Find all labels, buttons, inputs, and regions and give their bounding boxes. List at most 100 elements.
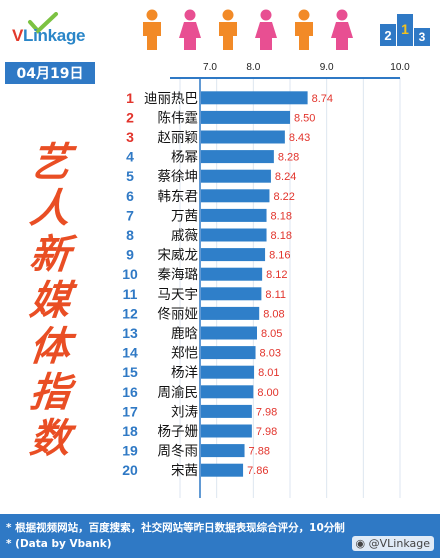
score-bar	[201, 208, 267, 222]
rank-number: 5	[126, 168, 134, 184]
weibo-icon: ◉	[355, 537, 369, 550]
rank-number: 4	[126, 149, 134, 165]
score-label: 7.98	[256, 426, 277, 438]
score-bar	[201, 287, 262, 301]
rank-number: 2	[126, 109, 134, 125]
people-icons	[143, 9, 353, 50]
score-label: 8.18	[271, 230, 292, 242]
brand-rest: Linkage	[23, 26, 86, 45]
person-male-icon	[219, 9, 237, 50]
x-tick-label: 8.0	[246, 62, 260, 73]
artist-name: 周冬雨	[158, 444, 199, 460]
score-bar	[201, 385, 254, 399]
score-bar	[201, 424, 252, 438]
artist-name: 杨幂	[171, 150, 198, 166]
score-bar	[201, 110, 290, 124]
weibo-handle[interactable]: ◉ @VLinkage	[351, 536, 434, 551]
score-label: 8.22	[273, 191, 294, 203]
score-bar	[201, 91, 308, 105]
rank-number: 14	[122, 345, 138, 361]
artist-name: 宋威龙	[158, 248, 199, 264]
score-bar	[201, 306, 260, 320]
artist-name: 迪丽热巴	[144, 91, 198, 107]
x-tick-label: 10.0	[390, 62, 410, 73]
score-label: 8.05	[261, 328, 282, 340]
artist-name: 戚薇	[171, 228, 198, 244]
brand-logo	[12, 12, 112, 52]
check-logo-icon	[28, 12, 58, 34]
artist-name: 秦海璐	[158, 267, 199, 283]
rank-number: 6	[126, 188, 134, 204]
artist-name: 马天宇	[158, 287, 199, 303]
artist-name: 杨洋	[171, 365, 198, 381]
score-label: 8.43	[289, 132, 310, 144]
score-label: 7.98	[256, 406, 277, 418]
svg-text:1: 1	[401, 21, 409, 37]
artist-name: 赵丽颖	[158, 130, 199, 146]
score-label: 8.18	[271, 210, 292, 222]
score-label: 8.03	[260, 348, 281, 360]
rank-number: 15	[122, 364, 138, 380]
score-label: 8.50	[294, 112, 315, 124]
score-bar	[201, 326, 257, 340]
artist-name: 万茜	[171, 208, 198, 224]
rank-number: 9	[126, 247, 134, 263]
score-bar	[201, 189, 270, 203]
footer-note-source: * (Data by Vbank)	[6, 538, 112, 550]
score-label: 8.11	[265, 289, 286, 301]
podium-icon: 2 1 3	[380, 14, 430, 46]
footer-note-method: * 根据视频网站，百度搜索，社交网站等昨日数据表现综合评分，10分制	[6, 522, 345, 534]
rank-number: 10	[122, 266, 138, 282]
score-bar	[201, 169, 271, 183]
rank-number: 20	[122, 462, 138, 478]
score-bar	[201, 150, 274, 164]
score-label: 8.08	[263, 308, 284, 320]
score-bar	[201, 346, 256, 360]
rank-number: 12	[122, 305, 138, 321]
artist-name: 周渝民	[158, 385, 199, 401]
artist-name: 蔡徐坤	[158, 169, 199, 185]
score-label: 8.16	[269, 250, 290, 262]
rank-number: 7	[126, 207, 134, 223]
artist-name: 刘涛	[171, 404, 198, 420]
person-female-icon	[255, 9, 277, 50]
score-label: 7.88	[249, 446, 270, 458]
rank-number: 18	[122, 423, 138, 439]
rank-number: 13	[122, 325, 138, 341]
score-label: 7.86	[247, 465, 268, 477]
rank-number: 8	[126, 227, 134, 243]
artist-name: 韩东君	[158, 189, 199, 205]
rank-number: 16	[122, 384, 138, 400]
ranking-bar-chart: 7.0 8.0 9.0 10.0 1 迪丽热巴 8.74 2 陈伟霆 8.50 3 赵丽颖 8.43 4 杨…	[122, 62, 410, 498]
person-female-icon	[179, 9, 201, 50]
rank-number: 11	[123, 286, 138, 302]
svg-text:3: 3	[419, 30, 426, 44]
svg-text:2: 2	[384, 28, 391, 43]
x-tick-label: 7.0	[203, 62, 217, 73]
artist-name: 佟丽娅	[158, 306, 199, 322]
score-label: 8.24	[275, 171, 296, 183]
rank-number: 3	[126, 129, 134, 145]
score-label: 8.28	[278, 152, 299, 164]
brand-v: V	[12, 26, 24, 45]
x-tick-label: 9.0	[320, 62, 334, 73]
score-bar	[201, 404, 252, 418]
score-label: 8.01	[258, 367, 279, 379]
score-label: 8.00	[257, 387, 278, 399]
date-badge: 04月19日	[5, 62, 95, 84]
artist-name: 杨子姗	[158, 424, 199, 440]
person-male-icon	[143, 9, 161, 50]
score-bar	[201, 248, 266, 262]
artist-name: 鹿晗	[171, 325, 198, 342]
rank-number: 1	[126, 90, 134, 106]
person-female-icon	[331, 9, 353, 50]
score-bar	[201, 267, 263, 281]
score-bar	[201, 228, 267, 242]
score-label: 8.74	[312, 93, 333, 105]
score-bar	[201, 365, 255, 379]
artist-name: 宋茜	[171, 463, 198, 479]
artist-name: 陈伟霆	[158, 109, 199, 126]
footer-panel: * 根据视频网站，百度搜索，社交网站等昨日数据表现综合评分，10分制 * (Da…	[0, 514, 440, 558]
weibo-handle-text: @VLinkage	[368, 537, 430, 550]
person-male-icon	[295, 9, 313, 50]
